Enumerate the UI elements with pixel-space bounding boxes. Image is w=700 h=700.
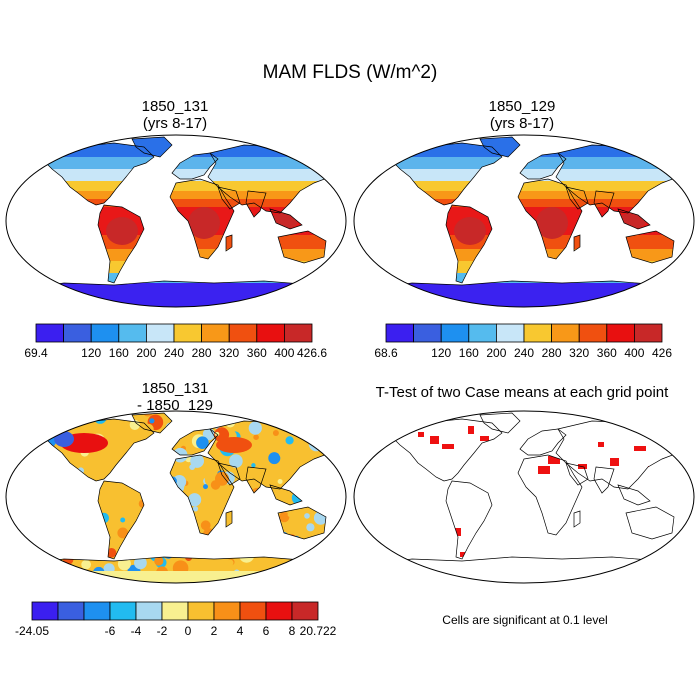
significant-cell: [538, 466, 550, 474]
colorbar-box: [413, 323, 442, 343]
colorbar-box: [283, 323, 313, 343]
colorbar-box: [90, 323, 120, 343]
colorbar-tick-label: 240: [514, 346, 534, 360]
significant-cell: [634, 446, 646, 451]
panel-1-title: 1850_131 (yrs 8-17): [75, 98, 275, 132]
colorbar-box: [239, 601, 267, 621]
colorbar-tick-label: 160: [109, 346, 129, 360]
colorbar-box: [440, 323, 470, 343]
colorbar-box: [385, 323, 415, 343]
colorbar-tick-label: 4: [237, 624, 244, 638]
colorbar-box: [63, 323, 92, 343]
colorbar-box: [291, 601, 319, 621]
colorbar-box: [633, 323, 663, 343]
colorbar-tick-label: 400: [274, 346, 294, 360]
colorbar-tick-label: 8: [289, 624, 296, 638]
panel-2-title: 1850_129 (yrs 8-17): [422, 98, 622, 132]
colorbar-tick-label: 0: [185, 624, 192, 638]
colorbar-panel-3: -24.05 -6 -4 -2 0 2 4 6 8 20.722: [15, 601, 337, 638]
colorbar-box: [523, 323, 553, 343]
colorbar-tick-label: 400: [624, 346, 644, 360]
significant-cell: [460, 552, 466, 557]
colorbar-box: [145, 323, 175, 343]
panel-3-minus-case: - 1850_129: [137, 397, 213, 414]
significant-cell: [468, 426, 474, 434]
colorbar-tick-label: 20.722: [300, 624, 337, 638]
colorbar-box: [161, 601, 189, 621]
panel-2-years: (yrs 8-17): [489, 115, 555, 132]
colorbar-tick-label: 426.6: [297, 346, 327, 360]
map-panel-4: [353, 410, 695, 584]
panel-4-ttest-title: T-Test of two Case means at each grid po…: [375, 384, 669, 401]
map-frame: [353, 410, 695, 584]
panel-2-case: 1850_129: [488, 98, 556, 115]
colorbar-box: [83, 601, 111, 621]
panel-1-case: 1850_131: [141, 98, 209, 115]
significant-cell: [430, 436, 439, 444]
colorbar-box: [495, 323, 525, 343]
colorbar-tick-label: 69.4: [24, 346, 48, 360]
colorbar-tick-label: 360: [597, 346, 617, 360]
colorbar-box: [109, 601, 137, 621]
colorbar-tick-label: 6: [263, 624, 270, 638]
map-frame: [5, 410, 347, 584]
map-panel-1: [5, 134, 347, 308]
colorbar-box: [468, 323, 497, 343]
colorbar-tick-label: -6: [105, 624, 116, 638]
significant-cell: [480, 436, 489, 441]
colorbar-box: [31, 601, 59, 621]
colorbar-box: [578, 323, 608, 343]
figure-title: MAM FLDS (W/m^2): [262, 62, 438, 83]
colorbar-box: [187, 601, 215, 621]
colorbar-box: [35, 323, 65, 343]
panel-3-title: 1850_131 - 1850_129: [75, 380, 275, 414]
colorbar-panel-1: 69.4 120 160 200 240 280 320 360 400 426.6: [24, 323, 327, 360]
colorbar-tick-label: 200: [136, 346, 156, 360]
colorbar-tick-label: 320: [569, 346, 589, 360]
colorbar-box: [201, 323, 230, 343]
colorbar-tick-label: -2: [157, 624, 168, 638]
colorbar-box: [213, 601, 241, 621]
colorbar-tick-label: 2: [211, 624, 218, 638]
colorbar-box: [551, 323, 580, 343]
map-panel-2: [353, 134, 695, 308]
colorbar-tick-label: 200: [486, 346, 506, 360]
significant-cell: [598, 442, 604, 447]
significant-cell: [442, 444, 454, 449]
panel-4-title: T-Test of two Case means at each grid po…: [352, 384, 692, 401]
significant-cell: [604, 574, 613, 579]
colorbar-box: [173, 323, 203, 343]
colorbar-box: [606, 323, 635, 343]
colorbar-tick-label: 280: [542, 346, 562, 360]
colorbar-tick-label: 240: [164, 346, 184, 360]
colorbar-tick-label: 280: [192, 346, 212, 360]
panel-3-case: 1850_131: [141, 380, 209, 397]
colorbar-box: [118, 323, 147, 343]
significant-cell: [548, 456, 560, 464]
colorbar-box: [57, 601, 85, 621]
significance-note: Cells are significant at 0.1 level: [442, 613, 608, 627]
panel-1-years: (yrs 8-17): [142, 115, 208, 132]
significant-cell: [610, 458, 619, 466]
map-panel-3: [5, 410, 347, 584]
colorbar-tick-label: 426: [652, 346, 672, 360]
colorbar-tick-label: 360: [247, 346, 267, 360]
colorbar-box: [135, 601, 163, 621]
colorbar-panel-2: 68.6 120 160 200 240 280 320 360 400 426: [374, 323, 672, 360]
colorbar-tick-label: 320: [219, 346, 239, 360]
colorbar-tick-label: 120: [431, 346, 451, 360]
colorbar-tick-label: 68.6: [374, 346, 398, 360]
colorbar-tick-label: -4: [131, 624, 142, 638]
colorbar-box: [265, 601, 293, 621]
significant-cell: [418, 432, 424, 437]
map-frame: [353, 134, 695, 308]
significant-cell: [648, 572, 660, 580]
colorbar-tick-label: 120: [81, 346, 101, 360]
map-frame: [5, 134, 347, 308]
colorbar-tick-label: -24.05: [15, 624, 49, 638]
colorbar-tick-label: 160: [459, 346, 479, 360]
colorbar-box: [256, 323, 285, 343]
colorbar-box: [228, 323, 258, 343]
